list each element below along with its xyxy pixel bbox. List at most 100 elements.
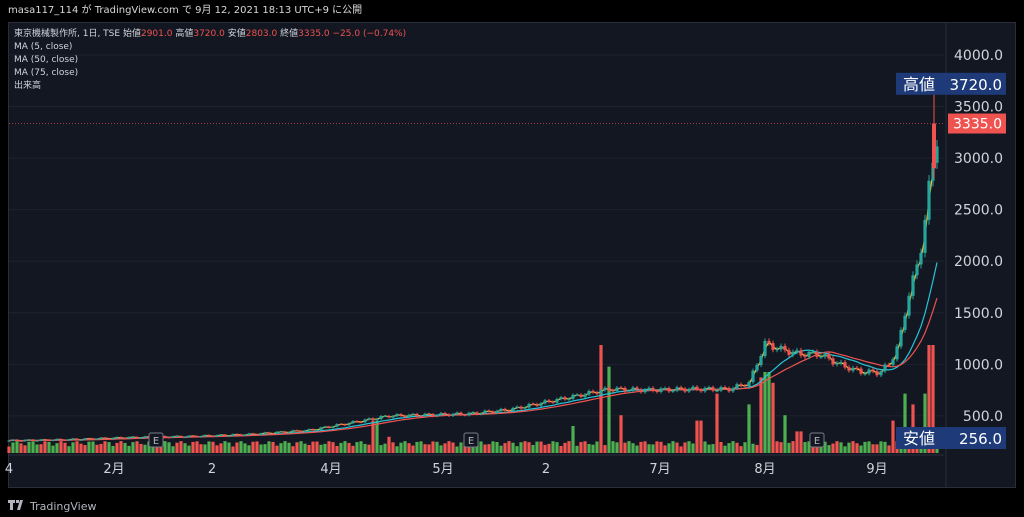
volume-bar (619, 415, 623, 453)
candle-body (179, 436, 183, 438)
volume-bar (383, 443, 387, 453)
candle-body (519, 406, 523, 409)
candle-body (111, 437, 115, 440)
volume-bar (155, 445, 159, 453)
candle-body (731, 388, 735, 392)
candle-body (887, 364, 891, 366)
candle-body (611, 390, 615, 392)
volume-bar (867, 441, 871, 453)
volume-bar (327, 441, 331, 453)
candle-body (803, 355, 807, 357)
volume-bar (99, 443, 103, 453)
candle-body (355, 421, 359, 423)
candle-body (59, 439, 63, 441)
volume-bar (203, 444, 207, 453)
candle-body (223, 434, 227, 436)
volume-bar (359, 441, 363, 453)
legend-ma75[interactable]: MA (75, close) (14, 68, 79, 78)
volume-bar (891, 420, 895, 453)
volume-bar (679, 446, 683, 453)
volume-bar (699, 420, 703, 453)
legend: 東京機械製作所, 1日, TSE 始値2901.0 高値3720.0 安値280… (14, 28, 406, 93)
volume-bar (467, 443, 471, 453)
candle-body (563, 397, 567, 400)
candle-body (219, 434, 223, 436)
volume-bar (471, 445, 475, 453)
volume-bar (451, 442, 455, 453)
candle-body (743, 385, 747, 387)
candle-body (539, 403, 543, 406)
candle-body (379, 416, 383, 420)
volume-bar (31, 441, 35, 453)
volume-bar (555, 442, 559, 453)
volume-bar (147, 441, 151, 453)
candle-body (67, 439, 71, 441)
candle-body (735, 384, 739, 389)
volume-bar (243, 443, 247, 453)
volume-bar (683, 442, 687, 453)
legend-volume[interactable]: 出来高 (14, 81, 42, 91)
candle-body (883, 364, 887, 372)
earnings-marker (463, 432, 479, 448)
volume-bar (559, 445, 563, 453)
volume-bar (603, 445, 607, 453)
volume-bar (175, 442, 179, 453)
x-tick-label: 5月 (432, 462, 453, 477)
candle-body (779, 345, 783, 350)
candle-body (567, 398, 571, 400)
volume-bar (623, 442, 627, 453)
candle-body (871, 369, 875, 372)
candle-body (647, 387, 651, 390)
volume-bar (51, 445, 55, 453)
volume-bar (211, 441, 215, 453)
volume-bar (215, 445, 219, 453)
candle-body (207, 435, 211, 437)
volume-bar (39, 444, 43, 453)
volume-bar (675, 442, 679, 453)
candle-body (47, 439, 51, 441)
candle-body (347, 423, 351, 426)
earnings-marker-label: E (153, 436, 159, 447)
candle-body (855, 367, 859, 369)
volume-bar (447, 441, 451, 453)
candle-body (131, 436, 135, 438)
candle-body (27, 439, 31, 441)
candle-body (191, 435, 195, 437)
candle-body (23, 439, 27, 442)
candle-body (859, 368, 863, 374)
volume-bar (791, 441, 795, 453)
close-label: 終値 (280, 29, 299, 39)
volume-bar (199, 444, 203, 453)
volume-bar (167, 442, 171, 453)
candle-body (927, 180, 931, 220)
candle-body (851, 367, 855, 371)
volume-bar (607, 366, 611, 453)
last-price-text: 3335.0 (953, 117, 1002, 133)
candle-body (771, 343, 775, 350)
volume-bar (55, 443, 59, 453)
volume-bar (663, 445, 667, 453)
volume-bar (503, 443, 507, 453)
volume-bar (823, 441, 827, 453)
candle-body (663, 388, 667, 390)
volume-bar (735, 442, 739, 453)
volume-bar (755, 444, 759, 453)
candle-body (815, 351, 819, 357)
high-label-text: 高値 (903, 75, 935, 94)
volume-bar (339, 442, 343, 453)
volume-bar (223, 441, 227, 453)
legend-ma5[interactable]: MA (5, close) (14, 42, 73, 52)
legend-ma50[interactable]: MA (50, close) (14, 55, 79, 65)
candle-body (875, 371, 879, 376)
candle-body (127, 436, 131, 439)
volume-bar (259, 444, 263, 453)
candle-body (211, 436, 215, 438)
volume-bar (83, 445, 87, 453)
candle-body (831, 358, 835, 365)
candle-body (335, 424, 339, 427)
volume-bar (183, 443, 187, 453)
candle-body (623, 387, 627, 392)
candle-body (707, 387, 711, 389)
volume-bar (843, 446, 847, 453)
